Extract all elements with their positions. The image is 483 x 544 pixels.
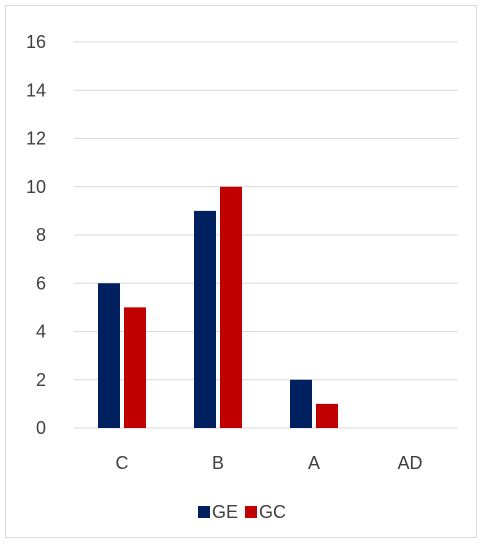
y-tick-label: 0 [36, 418, 46, 438]
bars [98, 186, 338, 428]
y-tick-label: 12 [26, 129, 46, 149]
x-tick-label: AD [397, 453, 422, 473]
legend-swatch-gc [245, 506, 257, 518]
x-tick-label: B [212, 453, 224, 473]
y-tick-label: 4 [36, 322, 46, 342]
x-tick-label: C [116, 453, 129, 473]
bar-ge-a [290, 379, 312, 428]
y-axis-labels: 0 2 4 6 8 10 12 14 16 [26, 32, 46, 438]
y-tick-label: 16 [26, 32, 46, 52]
legend: GE GC [198, 502, 286, 522]
legend-swatch-ge [198, 506, 210, 518]
legend-label-ge: GE [212, 502, 238, 522]
x-axis-labels: C B A AD [116, 453, 423, 473]
bar-gc-a [316, 403, 338, 428]
y-tick-label: 8 [36, 225, 46, 245]
x-tick-label: A [308, 453, 320, 473]
y-tick-label: 6 [36, 273, 46, 293]
y-tick-label: 14 [26, 80, 46, 100]
bar-ge-b [194, 210, 216, 428]
y-tick-label: 10 [26, 177, 46, 197]
legend-label-gc: GC [259, 502, 286, 522]
y-tick-label: 2 [36, 370, 46, 390]
bar-ge-c [98, 283, 120, 428]
bar-gc-c [124, 307, 146, 428]
bar-gc-b [220, 186, 242, 428]
